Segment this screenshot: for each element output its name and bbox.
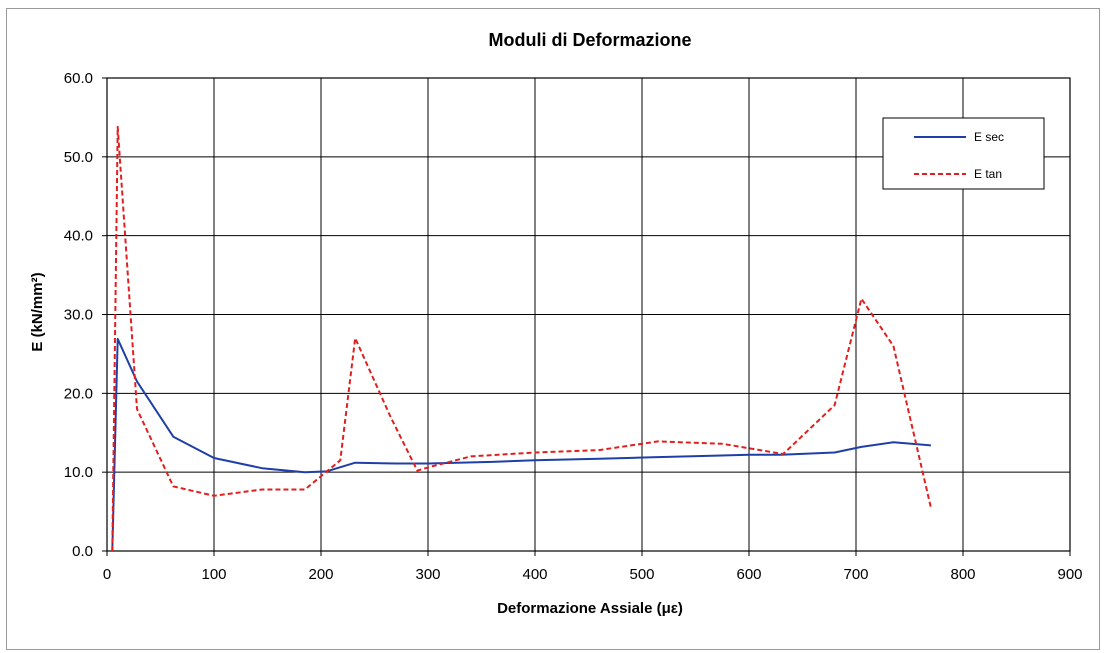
legend: E sec E tan [882,117,1045,190]
x-tick-label: 900 [1057,566,1082,583]
x-tick-label: 200 [308,566,333,583]
x-axis-ticks: 0 100 200 300 400 500 600 700 800 900 [103,551,1083,583]
y-tick-label: 40.0 [64,228,93,245]
x-tick-label: 800 [950,566,975,583]
x-tick-label: 100 [201,566,226,583]
y-tick-label: 50.0 [64,149,93,166]
y-tick-label: 30.0 [64,307,93,324]
x-tick-label: 0 [103,566,111,583]
series-line-e-tan [111,125,932,552]
x-tick-label: 400 [522,566,547,583]
x-tick-label: 600 [736,566,761,583]
chart-frame [6,8,1100,650]
x-tick-label: 700 [843,566,868,583]
chart-title: Moduli di Deformazione [488,30,691,50]
series-line-e-sec [111,337,931,552]
legend-label-e-sec: E sec [974,130,1004,144]
y-tick-label: 20.0 [64,385,93,402]
x-axis-label: Deformazione Assiale (με) [497,600,683,617]
x-tick-label: 300 [415,566,440,583]
x-tick-label: 500 [629,566,654,583]
grid [107,78,1070,551]
series-group [111,125,932,552]
y-tick-label: 0.0 [72,543,93,560]
legend-label-e-tan: E tan [974,167,1002,181]
y-axis-ticks: 0.0 10.0 20.0 30.0 40.0 50.0 60.0 [64,70,107,560]
y-tick-label: 60.0 [64,70,93,87]
y-tick-label: 10.0 [64,464,93,481]
legend-box [882,117,1045,190]
y-axis-label: E (kN/mm²) [29,272,46,351]
